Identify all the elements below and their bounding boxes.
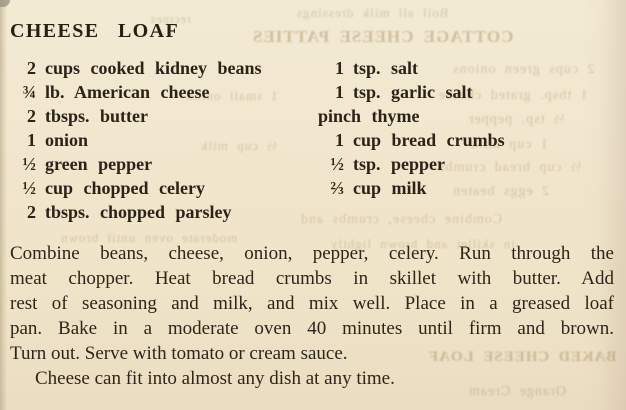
ingredients-column-left: 2 cups cooked kidney beans ¾ lb. American c…: [10, 56, 318, 224]
bleed-through-text: Boil all milk dressings: [296, 5, 449, 20]
ingredient-quantity: ½: [22, 154, 37, 174]
ingredient-row: 1 tsp. salt: [318, 56, 612, 80]
ingredients-column-right: 1 tsp. salt 1 tsp. garlic salt pinch thyme 1 c…: [318, 56, 612, 224]
ingredient-text: onion: [45, 130, 89, 150]
ingredient-quantity: 2: [27, 106, 36, 126]
ingredient-row: ½ tsp. pepper: [318, 152, 612, 176]
recipe-title: CHEESE LOAF: [10, 20, 180, 42]
ingredients-list: 2 cups cooked kidney beans ¾ lb. American c…: [10, 56, 612, 224]
ingredient-text: tbsps. chopped parsley: [45, 202, 232, 222]
ingredient-quantity: 1: [335, 130, 344, 150]
ingredient-text: cup chopped celery: [45, 178, 205, 198]
ingredient-quantity: ½: [330, 154, 345, 174]
ingredient-row: 2 tbsps. butter: [10, 104, 318, 128]
ingredient-quantity: 1: [335, 58, 344, 78]
closing-note: Cheese can fit into almost any dish at a…: [35, 368, 395, 389]
ingredient-row: 1 tsp. garlic salt: [318, 80, 612, 104]
ingredient-text: tsp. pepper: [353, 154, 446, 174]
ingredient-quantity: ¾: [22, 82, 37, 102]
ingredient-text: green pepper: [45, 154, 153, 174]
ingredient-row: 1 onion: [10, 128, 318, 152]
ingredient-quantity: ½: [22, 178, 37, 198]
ingredient-row: ¾ lb. American cheese: [10, 80, 318, 104]
ingredient-text: cups cooked kidney beans: [45, 58, 262, 78]
ingredient-text: tbsps. butter: [45, 106, 149, 126]
ingredient-quantity: 2: [27, 202, 36, 222]
ingredient-row: 2 cups cooked kidney beans: [10, 56, 318, 80]
ingredient-row: pinch thyme: [318, 104, 612, 128]
ingredient-row: ½ cup chopped celery: [10, 176, 318, 200]
ingredient-text: tsp. salt: [353, 58, 419, 78]
ingredient-row: 1 cup bread crumbs: [318, 128, 612, 152]
instruction-line: meat chopper. Heat bread crumbs in skill…: [10, 268, 614, 289]
instructions-paragraph: Combine beans, cheese, onion, pepper, ce…: [10, 241, 614, 366]
ingredient-text: lb. American cheese: [45, 82, 210, 102]
ingredient-quantity: 1: [335, 82, 344, 102]
instruction-line: Combine beans, cheese, onion, pepper, ce…: [10, 243, 614, 264]
ingredient-quantity: ⅔: [330, 178, 345, 198]
instruction-line: Turn out. Serve with tomato or cream sau…: [10, 343, 348, 364]
ingredient-text: cup milk: [353, 178, 427, 198]
ingredient-text: pinch thyme: [318, 106, 420, 126]
instruction-line: pan. Bake in a moderate oven 40 minutes …: [10, 318, 614, 339]
ingredient-text: tsp. garlic salt: [353, 82, 473, 102]
ingredient-text: cup bread crumbs: [353, 130, 505, 150]
ingredient-row: 2 tbsps. chopped parsley: [10, 200, 318, 224]
instruction-line: rest of seasoning and milk, and mix well…: [10, 293, 614, 314]
scan-corner-mark: [0, 0, 10, 7]
ingredient-row: ⅔ cup milk: [318, 176, 612, 200]
ingredient-quantity: 1: [27, 130, 36, 150]
ingredient-row: ½ green pepper: [10, 152, 318, 176]
ingredient-quantity: 2: [27, 58, 36, 78]
